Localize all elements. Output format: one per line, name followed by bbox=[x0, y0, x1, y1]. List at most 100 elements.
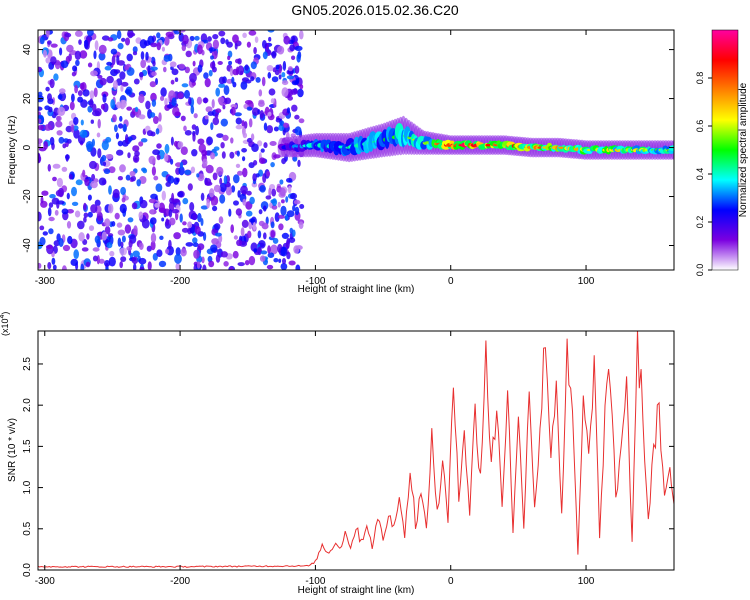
noise-blob bbox=[164, 36, 170, 46]
noise-blob bbox=[71, 93, 75, 103]
noise-blob bbox=[237, 262, 245, 267]
noise-blob bbox=[180, 248, 187, 257]
snr-frame bbox=[37, 330, 675, 571]
colorbar-tick-label: 0.4 bbox=[695, 168, 705, 181]
noise-blob bbox=[127, 152, 131, 159]
noise-blob bbox=[271, 76, 279, 83]
noise-blob bbox=[263, 122, 268, 131]
noise-blob bbox=[218, 76, 225, 85]
noise-blob bbox=[156, 154, 161, 161]
colorbar-tick-label: 0.2 bbox=[695, 216, 705, 229]
noise-blob bbox=[271, 204, 278, 210]
noise-blob bbox=[124, 64, 130, 71]
noise-blob bbox=[112, 188, 120, 199]
noise-blob bbox=[66, 221, 72, 229]
noise-blob bbox=[242, 156, 246, 162]
noise-blob bbox=[197, 64, 203, 73]
noise-blob bbox=[81, 247, 89, 252]
x-tick-label: 0 bbox=[448, 576, 454, 587]
noise-blob bbox=[73, 117, 79, 125]
noise-blob bbox=[38, 118, 42, 124]
noise-blob bbox=[282, 258, 286, 265]
noise-blob bbox=[163, 54, 171, 62]
noise-blob bbox=[69, 101, 75, 111]
noise-blob bbox=[233, 174, 240, 184]
noise-blob bbox=[158, 202, 165, 213]
noise-blob bbox=[77, 96, 83, 103]
noise-blob bbox=[105, 154, 114, 159]
noise-blob bbox=[293, 199, 301, 205]
noise-blob bbox=[189, 72, 197, 83]
noise-blob bbox=[116, 222, 123, 228]
noise-blob bbox=[50, 56, 57, 65]
noise-blob bbox=[49, 136, 55, 146]
noise-blob bbox=[134, 106, 139, 112]
noise-blob bbox=[101, 140, 109, 151]
noise-blob bbox=[145, 100, 151, 110]
noise-blob bbox=[290, 88, 298, 95]
noise-blob bbox=[180, 146, 188, 155]
noise-blob bbox=[205, 106, 213, 113]
noise-blob bbox=[246, 106, 253, 111]
noise-blob bbox=[112, 80, 118, 91]
noise-blob bbox=[105, 266, 109, 270]
noise-blob bbox=[66, 209, 75, 214]
noise-blob bbox=[38, 124, 44, 131]
noise-blob bbox=[41, 190, 49, 196]
noise-blob bbox=[119, 71, 126, 80]
noise-blob bbox=[119, 164, 126, 173]
noise-blob bbox=[96, 211, 103, 222]
noise-blob bbox=[117, 237, 122, 247]
noise-blob bbox=[92, 255, 98, 262]
noise-blob bbox=[258, 101, 265, 107]
noise-blob bbox=[286, 210, 295, 218]
noise-blob bbox=[253, 160, 258, 166]
noise-blob bbox=[179, 213, 183, 223]
noise-blob bbox=[278, 258, 282, 263]
noise-blob bbox=[281, 72, 286, 78]
noise-blob bbox=[47, 40, 52, 45]
noise-blob bbox=[108, 203, 114, 214]
noise-blob bbox=[218, 30, 226, 37]
noise-blob bbox=[131, 202, 138, 210]
noise-blob bbox=[204, 78, 211, 88]
noise-blob bbox=[230, 224, 234, 234]
noise-blob bbox=[106, 242, 113, 249]
noise-blob bbox=[43, 49, 47, 58]
noise-blob bbox=[165, 248, 170, 254]
noise-blob bbox=[257, 246, 262, 256]
noise-blob bbox=[193, 249, 200, 259]
noise-blob bbox=[117, 229, 126, 236]
noise-blob bbox=[102, 161, 107, 167]
noise-blob bbox=[252, 107, 260, 116]
noise-blob bbox=[277, 201, 281, 208]
colorbar-ticks: 0.0 0.2 0.4 0.6 0.8 bbox=[695, 72, 712, 276]
noise-blob bbox=[111, 55, 116, 66]
noise-blob bbox=[104, 260, 111, 267]
noise-blob bbox=[87, 30, 94, 37]
noise-blob bbox=[298, 221, 304, 229]
noise-blob bbox=[90, 204, 98, 214]
noise-blob bbox=[139, 199, 148, 209]
noise-blob bbox=[136, 179, 141, 187]
noise-blob bbox=[197, 44, 203, 55]
noise-blob bbox=[283, 35, 291, 45]
noise-blob bbox=[253, 47, 257, 55]
noise-blob bbox=[266, 125, 274, 134]
noise-blob bbox=[268, 187, 272, 198]
noise-blob bbox=[168, 208, 173, 218]
noise-blob bbox=[78, 39, 82, 45]
noise-blob bbox=[43, 141, 48, 150]
noise-blob bbox=[278, 223, 284, 231]
noise-blob bbox=[177, 191, 184, 198]
noise-blob bbox=[299, 84, 304, 90]
noise-blob bbox=[56, 130, 63, 136]
noise-blob bbox=[85, 141, 94, 150]
noise-blob bbox=[145, 51, 149, 61]
noise-blob bbox=[289, 44, 296, 52]
noise-blob bbox=[147, 261, 152, 270]
noise-blob bbox=[149, 209, 155, 215]
noise-blob bbox=[231, 185, 236, 193]
noise-blob bbox=[71, 201, 79, 206]
noise-blob bbox=[122, 123, 127, 133]
